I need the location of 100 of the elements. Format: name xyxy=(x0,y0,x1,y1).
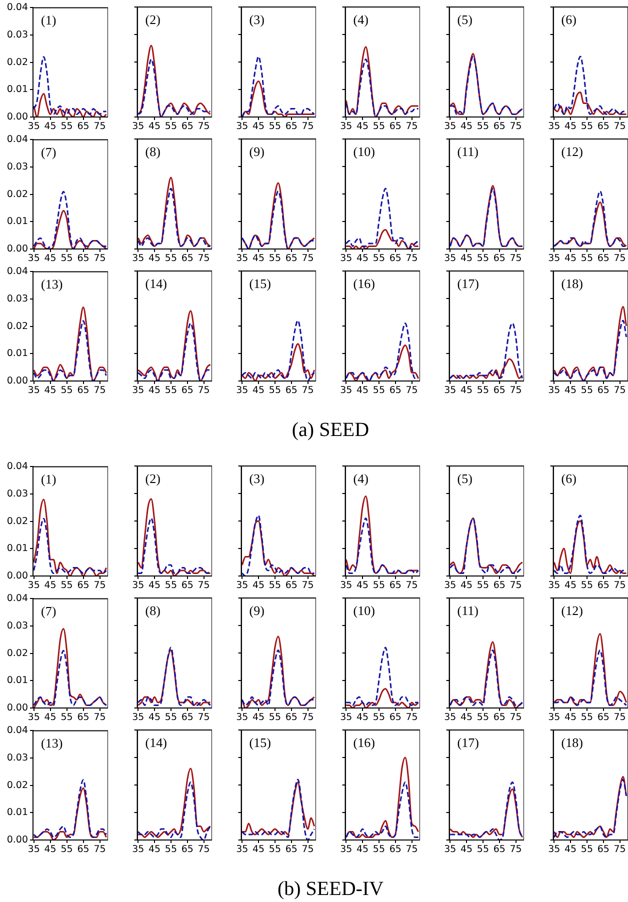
x-tick-label: 65 xyxy=(181,385,194,396)
x-tick-label: 75 xyxy=(94,844,106,856)
x-tick-label: 45 xyxy=(44,844,56,856)
x-tick-label: 65 xyxy=(389,385,402,396)
chart-title: (17) xyxy=(457,735,479,750)
x-tick-label: 75 xyxy=(198,121,210,132)
chart-title: (17) xyxy=(457,276,479,291)
line-series xyxy=(33,498,108,576)
x-tick-label: 55 xyxy=(476,385,489,396)
chart-title: (18) xyxy=(561,735,583,750)
x-tick-label: 65 xyxy=(493,253,506,264)
x-tick-label: 75 xyxy=(198,385,210,396)
x-tick-label: 45 xyxy=(564,121,577,132)
x-tick-label: 55 xyxy=(580,712,593,724)
x-tick-label: 45 xyxy=(148,253,161,264)
x-tick-label: 45 xyxy=(148,580,161,592)
x-tick-label: 45 xyxy=(148,385,161,396)
x-tick-label: 55 xyxy=(580,580,593,592)
y-tick-label: 0.00 xyxy=(6,834,28,846)
x-tick-label: 55 xyxy=(164,121,177,132)
chart-title: (11) xyxy=(457,144,478,159)
chart-title: (9) xyxy=(249,144,264,159)
x-tick-label: 45 xyxy=(148,844,161,856)
chart-title: (8) xyxy=(145,144,160,159)
x-tick-label: 75 xyxy=(406,844,418,856)
x-tick-label: 35 xyxy=(548,253,560,264)
x-tick-label: 75 xyxy=(302,712,314,724)
x-tick-label: 75 xyxy=(94,253,106,264)
x-tick-label: 45 xyxy=(356,121,369,132)
line-series xyxy=(33,779,108,838)
x-tick-label: 65 xyxy=(285,712,298,724)
x-tick-label: 65 xyxy=(597,121,610,132)
x-tick-label: 75 xyxy=(94,712,106,724)
x-tick-label: 35 xyxy=(340,385,352,396)
x-tick-label: 65 xyxy=(389,712,402,724)
x-tick-label: 35 xyxy=(340,121,352,132)
x-tick-label: 75 xyxy=(510,844,522,856)
x-tick-label: 75 xyxy=(406,385,418,396)
x-tick-label: 65 xyxy=(285,253,298,264)
line-series xyxy=(33,787,108,840)
chart-title: (9) xyxy=(249,603,264,618)
x-tick-label: 45 xyxy=(564,253,577,264)
line-series xyxy=(33,93,108,117)
y-tick-label: 0.02 xyxy=(6,516,28,527)
chart-title: (14) xyxy=(145,276,167,291)
x-tick-label: 35 xyxy=(444,712,456,724)
chart-title: (13) xyxy=(41,736,63,751)
x-tick-label: 65 xyxy=(181,121,194,132)
x-tick-label: 55 xyxy=(268,385,281,396)
x-tick-label: 65 xyxy=(493,121,506,132)
chart-title: (18) xyxy=(561,276,583,291)
chart-title: (2) xyxy=(145,471,160,486)
x-tick-label: 35 xyxy=(444,580,456,592)
chart-title: (11) xyxy=(457,603,478,618)
x-tick-label: 75 xyxy=(94,121,106,132)
x-tick-label: 35 xyxy=(444,844,456,856)
x-tick-label: 75 xyxy=(614,385,626,396)
line-series xyxy=(33,650,108,706)
x-tick-label: 35 xyxy=(444,253,456,264)
y-tick-label: 0.03 xyxy=(6,293,28,304)
x-tick-label: 35 xyxy=(236,712,248,724)
x-tick-label: 35 xyxy=(28,253,40,264)
x-tick-label: 35 xyxy=(132,253,144,264)
x-tick-label: 75 xyxy=(94,385,106,396)
x-tick-label: 65 xyxy=(285,844,298,856)
x-tick-label: 65 xyxy=(181,844,194,856)
x-tick-label: 75 xyxy=(614,121,626,132)
x-tick-label: 65 xyxy=(493,844,506,856)
x-tick-label: 55 xyxy=(580,385,593,396)
chart-title: (14) xyxy=(145,735,167,750)
x-tick-label: 35 xyxy=(236,385,248,396)
x-tick-label: 55 xyxy=(580,121,593,132)
x-tick-label: 55 xyxy=(60,844,73,856)
x-tick-label: 55 xyxy=(372,121,385,132)
x-tick-label: 55 xyxy=(476,121,489,132)
y-tick-label: 0.04 xyxy=(6,2,28,14)
x-tick-label: 65 xyxy=(389,580,402,592)
text: (b) SEED-IV xyxy=(277,878,384,900)
x-tick-label: 35 xyxy=(28,580,40,592)
y-tick-label: 0.00 xyxy=(6,570,28,582)
chart-title: (16) xyxy=(353,276,375,291)
line-series xyxy=(33,306,108,381)
x-tick-label: 55 xyxy=(164,385,177,396)
x-tick-label: 55 xyxy=(164,712,177,724)
x-tick-label: 35 xyxy=(132,385,144,396)
x-tick-label: 65 xyxy=(389,253,402,264)
x-tick-label: 45 xyxy=(564,385,577,396)
x-tick-label: 55 xyxy=(164,580,177,592)
line-series xyxy=(33,518,108,574)
x-tick-label: 35 xyxy=(28,121,40,132)
x-tick-label: 65 xyxy=(181,253,194,264)
y-tick-label: 0.03 xyxy=(6,29,28,40)
chart-title: (3) xyxy=(249,12,264,27)
x-tick-label: 75 xyxy=(406,253,418,264)
chart-title: (10) xyxy=(353,144,375,159)
x-tick-label: 55 xyxy=(268,253,281,264)
y-tick-label: 0.00 xyxy=(6,375,28,386)
y-tick-label: 0.02 xyxy=(6,780,28,791)
x-tick-label: 55 xyxy=(60,253,73,264)
chart-title: (6) xyxy=(561,471,576,486)
